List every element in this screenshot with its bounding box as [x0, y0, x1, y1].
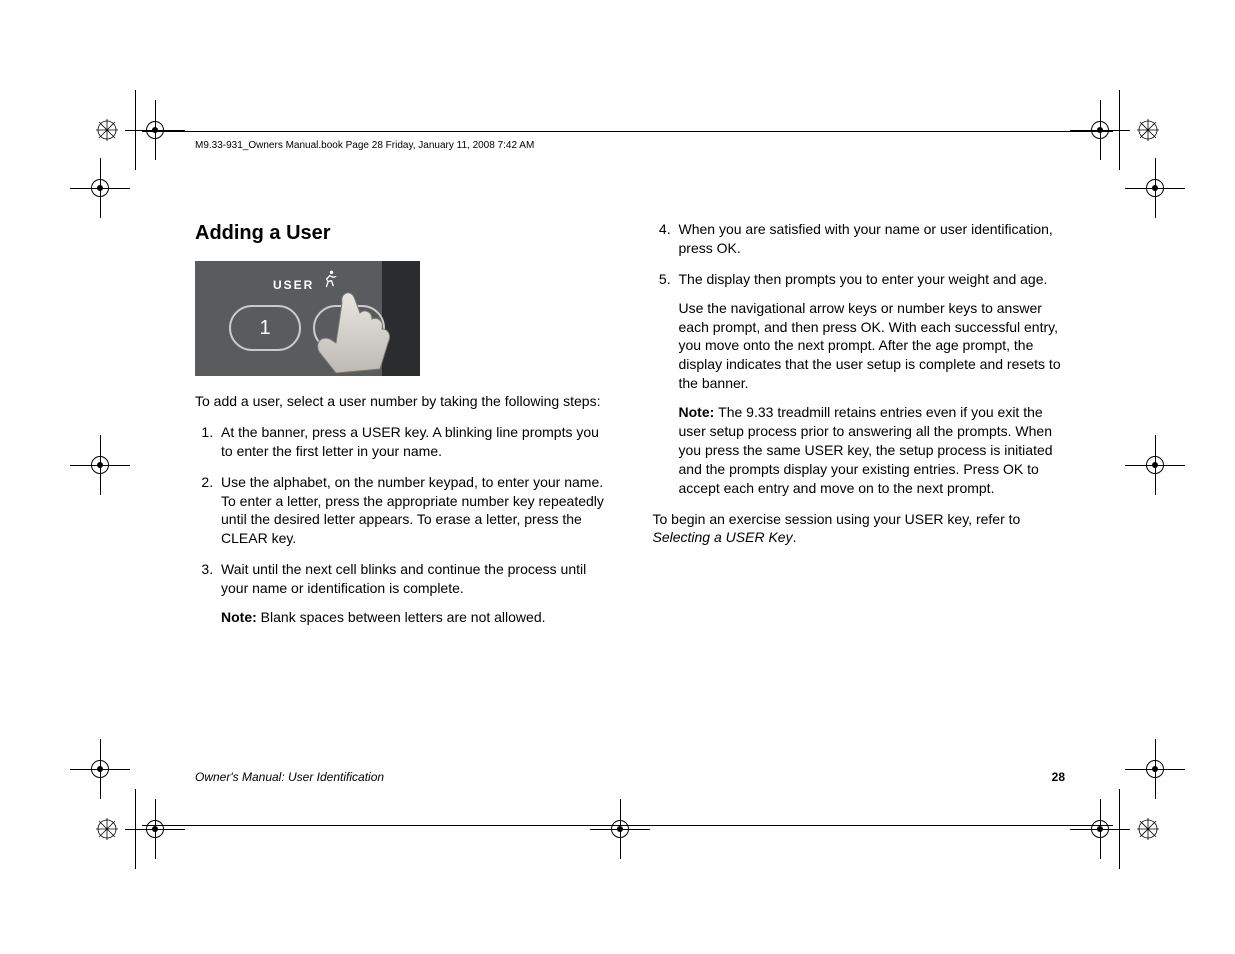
manual-page: M9.33-931_Owners Manual.book Page 28 Fri…	[0, 0, 1235, 954]
step-note: Note: The 9.33 treadmill retains entries…	[679, 403, 1066, 497]
closing-pre: To begin an exercise session using your …	[653, 511, 1021, 527]
closing-post: .	[793, 529, 797, 545]
registration-mark-icon	[1070, 100, 1130, 160]
registration-mark-icon	[1136, 817, 1160, 841]
pointing-hand-icon	[302, 283, 412, 376]
right-column: When you are satisfied with your name or…	[653, 220, 1066, 639]
step-note: Note: Blank spaces between letters are n…	[221, 608, 608, 627]
note-text: The 9.33 treadmill retains entries even …	[679, 404, 1053, 496]
registration-mark-icon	[1136, 118, 1160, 142]
step-item: When you are satisfied with your name or…	[675, 220, 1066, 258]
user-button-illustration: USER 1 2	[195, 261, 420, 376]
closing-text: To begin an exercise session using your …	[653, 510, 1066, 548]
note-label: Note:	[679, 404, 719, 420]
step-item: The display then prompts you to enter yo…	[675, 270, 1066, 498]
registration-mark-icon	[125, 799, 185, 859]
user-button-1: 1	[229, 305, 301, 351]
step-subtext: Use the navigational arrow keys or numbe…	[679, 299, 1066, 393]
step-text: Wait until the next cell blinks and cont…	[221, 561, 586, 596]
content-area: Adding a User USER 1 2	[195, 220, 1065, 639]
step-item: At the banner, press a USER key. A blink…	[217, 423, 608, 461]
step-text: At the banner, press a USER key. A blink…	[221, 424, 599, 459]
registration-mark-icon	[95, 817, 119, 841]
section-title: Adding a User	[195, 220, 608, 247]
registration-mark-icon	[1125, 435, 1185, 495]
header-meta: M9.33-931_Owners Manual.book Page 28 Fri…	[195, 140, 534, 151]
step-text: Use the alphabet, on the number keypad, …	[221, 474, 604, 547]
note-text: Blank spaces between letters are not all…	[261, 609, 546, 625]
note-label: Note:	[221, 609, 261, 625]
registration-mark-icon	[1125, 158, 1185, 218]
registration-mark-icon	[1070, 799, 1130, 859]
step-item: Wait until the next cell blinks and cont…	[217, 560, 608, 627]
steps-list-left: At the banner, press a USER key. A blink…	[195, 423, 608, 627]
registration-mark-icon	[125, 100, 185, 160]
registration-mark-icon	[70, 435, 130, 495]
intro-text: To add a user, select a user number by t…	[195, 392, 608, 411]
registration-mark-icon	[70, 739, 130, 799]
step-item: Use the alphabet, on the number keypad, …	[217, 473, 608, 549]
user-button-1-label: 1	[259, 315, 270, 342]
page-footer: Owner's Manual: User Identification 28	[195, 770, 1065, 784]
page-number: 28	[1052, 770, 1065, 784]
step-text: When you are satisfied with your name or…	[679, 221, 1053, 256]
registration-mark-icon	[70, 158, 130, 218]
registration-mark-icon	[1125, 739, 1185, 799]
steps-list-right: When you are satisfied with your name or…	[653, 220, 1066, 498]
registration-mark-icon	[95, 118, 119, 142]
footer-section: Owner's Manual: User Identification	[195, 770, 384, 784]
step-text: The display then prompts you to enter yo…	[679, 271, 1048, 287]
registration-mark-icon	[590, 799, 650, 859]
closing-ref: Selecting a USER Key	[653, 529, 793, 545]
left-column: Adding a User USER 1 2	[195, 220, 608, 639]
crop-line	[142, 131, 1113, 132]
